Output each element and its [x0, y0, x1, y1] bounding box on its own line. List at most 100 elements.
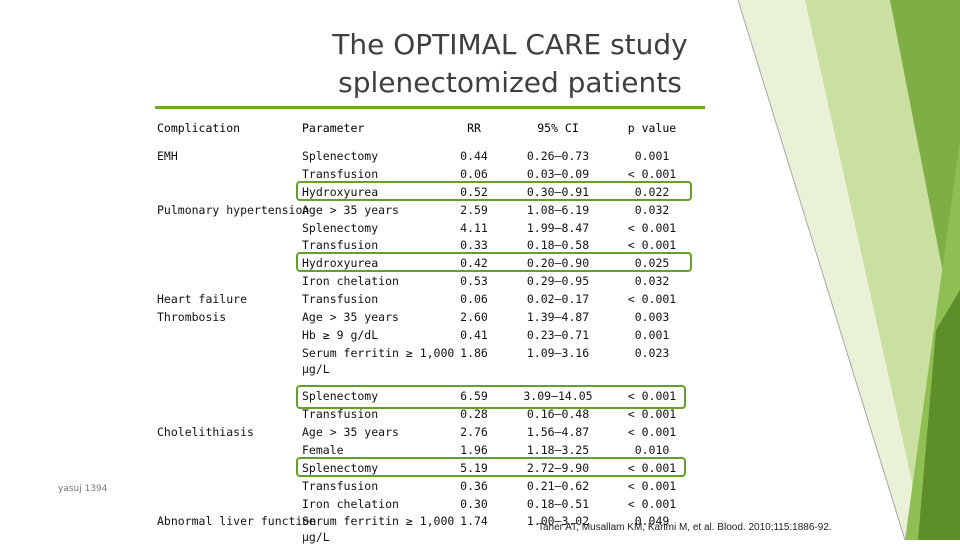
table-cell-ci: 0.02–0.17 — [526, 292, 590, 306]
table-cell-rr: 0.30 — [460, 497, 488, 511]
table-cell-p: < 0.001 — [627, 292, 677, 306]
highlight-box-cholelithiasis-splenectomy — [296, 385, 686, 409]
table-cell-ci: 1.99–8.47 — [526, 221, 590, 235]
table-cell-rr: 4.11 — [460, 221, 488, 235]
complication-emh: EMH — [157, 149, 178, 163]
table-cell-rr: 2.76 — [460, 425, 488, 439]
table-cell-p: 0.025 — [634, 256, 670, 270]
table-cell-parameter: Transfusion — [302, 167, 379, 181]
table-cell-ci: 1.39–4.87 — [526, 310, 590, 324]
table-cell-ci: 1.00–3.02 — [526, 514, 590, 528]
header-complication: Complication — [157, 121, 241, 135]
table-cell-parameter: Splenectomy — [302, 149, 379, 163]
table-cell-rr: 0.06 — [460, 167, 488, 181]
table-cell-rr: 0.42 — [460, 256, 488, 270]
table-cell-parameter: Hydroxyurea — [302, 256, 379, 270]
table-cell-parameter-unit: μg/L — [302, 362, 330, 376]
title-line-1: The OPTIMAL CARE study — [332, 28, 688, 61]
table-cell-rr: 1.96 — [460, 443, 488, 457]
table-cell-p: 0.032 — [634, 203, 670, 217]
table-cell-parameter: Hb ≥ 9 g/dL — [302, 328, 379, 342]
table-cell-ci: 1.56–4.87 — [526, 425, 590, 439]
table-cell-p: 0.001 — [634, 149, 670, 163]
table-cell-parameter: Hydroxyurea — [302, 185, 379, 199]
table-cell-parameter: Female — [302, 443, 344, 457]
header-ci: 95% CI — [537, 121, 579, 135]
table-cell-parameter: Serum ferritin ≥ 1,000 — [302, 514, 455, 528]
deco-line — [737, 0, 906, 540]
table-cell-rr: 0.36 — [460, 479, 488, 493]
table-cell-ci: 1.08–6.19 — [526, 203, 590, 217]
table-cell-rr: 0.06 — [460, 292, 488, 306]
table-cell-parameter: Serum ferritin ≥ 1,000 — [302, 346, 455, 360]
table-cell-rr: 0.52 — [460, 185, 488, 199]
table-cell-ci: 0.20–0.90 — [526, 256, 590, 270]
table-cell-ci: 1.18–3.25 — [526, 443, 590, 457]
table-cell-p: 0.022 — [634, 185, 670, 199]
table-cell-ci: 0.16–0.48 — [526, 407, 590, 421]
table-cell-p: < 0.001 — [627, 389, 677, 403]
header-rr: RR — [467, 121, 481, 135]
header-parameter: Parameter — [302, 121, 365, 135]
table-cell-rr: 0.33 — [460, 238, 488, 252]
slide-title: The OPTIMAL CARE study splenectomized pa… — [300, 26, 720, 102]
table-cell-p: 0.032 — [634, 274, 670, 288]
table-cell-parameter: Iron chelation — [302, 497, 399, 511]
deco-shape-mid — [905, 140, 960, 540]
table-cell-p: < 0.001 — [627, 461, 677, 475]
table-cell-p: < 0.001 — [627, 167, 677, 181]
table-cell-parameter: Age > 35 years — [302, 425, 399, 439]
table-cell-parameter: Age > 35 years — [302, 203, 399, 217]
table-cell-p: 0.049 — [634, 514, 670, 528]
table-cell-rr: 1.74 — [460, 514, 488, 528]
table-cell-ci: 0.21–0.62 — [526, 479, 590, 493]
table-cell-ci: 3.09–14.05 — [523, 389, 593, 403]
citation: Taher AT, Musallam KM, Karimi M, et al. … — [538, 522, 832, 533]
table-cell-rr: 0.53 — [460, 274, 488, 288]
table-cell-parameter: Transfusion — [302, 479, 379, 493]
complication-pulmonary-hypertension: Pulmonary hypertension — [157, 203, 310, 217]
table-cell-p: < 0.001 — [627, 221, 677, 235]
table-cell-rr: 0.28 — [460, 407, 488, 421]
table-cell-parameter: Age > 35 years — [302, 310, 399, 324]
table-cell-rr: 1.86 — [460, 346, 488, 360]
table-cell-parameter: Splenectomy — [302, 461, 379, 475]
table-cell-ci: 0.03–0.09 — [526, 167, 590, 181]
table-cell-ci: 0.29–0.95 — [526, 274, 590, 288]
table-cell-parameter-unit: μg/L — [302, 530, 330, 544]
complication-abnormal-liver-function: Abnormal liver function — [157, 514, 317, 528]
table-cell-p: 0.003 — [634, 310, 670, 324]
deco-shape-dark-top — [890, 0, 960, 360]
table-cell-ci: 0.30–0.91 — [526, 185, 590, 199]
table-cell-rr: 2.60 — [460, 310, 488, 324]
table-cell-parameter: Transfusion — [302, 407, 379, 421]
table-cell-ci: 2.72–9.90 — [526, 461, 590, 475]
table-cell-rr: 0.44 — [460, 149, 488, 163]
table-cell-parameter: Transfusion — [302, 292, 379, 306]
table-cell-rr: 5.19 — [460, 461, 488, 475]
table-cell-p: < 0.001 — [627, 497, 677, 511]
deco-shape-light — [805, 0, 960, 540]
highlight-box-liver-splenectomy — [296, 457, 686, 477]
highlight-box-ph-hydroxyurea — [296, 252, 692, 272]
table-cell-ci: 0.26–0.73 — [526, 149, 590, 163]
table-cell-p: < 0.001 — [627, 425, 677, 439]
table-cell-p: < 0.001 — [627, 238, 677, 252]
footer-label: yasuj 1394 — [58, 484, 108, 494]
table-cell-parameter: Splenectomy — [302, 221, 379, 235]
complication-cholelithiasis: Cholelithiasis — [157, 425, 254, 439]
table-cell-parameter: Transfusion — [302, 238, 379, 252]
table-cell-p: 0.010 — [634, 443, 670, 457]
table-cell-ci: 0.18–0.51 — [526, 497, 590, 511]
deco-shape-pale — [738, 0, 960, 540]
table-cell-p: 0.023 — [634, 346, 670, 360]
table-cell-ci: 0.18–0.58 — [526, 238, 590, 252]
table-cell-parameter: Iron chelation — [302, 274, 399, 288]
table-cell-ci: 1.09–3.16 — [526, 346, 590, 360]
title-underline — [155, 106, 705, 109]
table-cell-p: 0.001 — [634, 328, 670, 342]
table-cell-parameter: Splenectomy — [302, 389, 379, 403]
deco-shape-dark-bottom — [918, 290, 960, 540]
complication-thrombosis: Thrombosis — [157, 310, 227, 324]
complication-heart-failure: Heart failure — [157, 292, 248, 306]
